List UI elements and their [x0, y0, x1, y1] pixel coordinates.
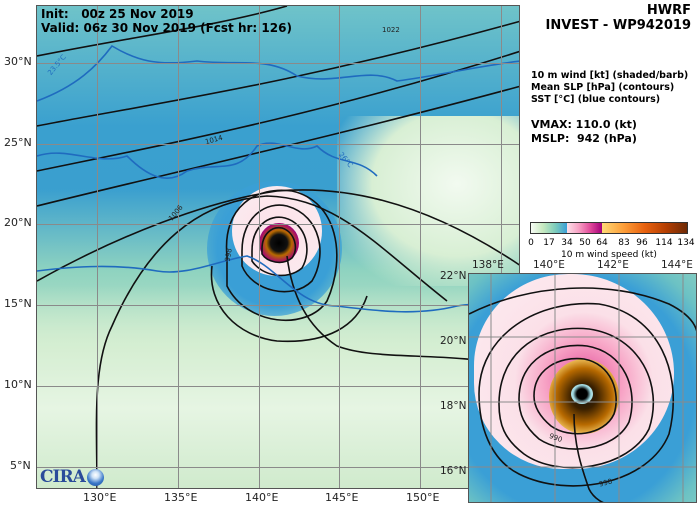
gridline-155e: [501, 6, 502, 488]
main-map: 1022 1014 1006 998 23.5°C 26°C: [36, 5, 520, 489]
colorbar-label: 10 m wind speed (kt): [561, 250, 657, 260]
inset-lat-label-22n: 22°N: [440, 270, 467, 282]
lat-label-25n: 25°N: [4, 136, 32, 149]
cira-logo-text: CIRA: [40, 467, 86, 487]
inset-slp-contours: [469, 274, 696, 502]
lat-label-30n: 30°N: [4, 55, 32, 68]
lat-label-10n: 10°N: [4, 378, 32, 391]
gridline-15n: [37, 305, 519, 306]
inset-lat-label-16n: 16°N: [440, 465, 467, 477]
colorbar-tick: 64: [596, 238, 608, 248]
storm-name: INVEST - WP942019: [545, 18, 691, 33]
legend-slp: Mean SLP [hPa] (contours): [531, 82, 675, 93]
wind-colorbar: [530, 222, 688, 234]
colorbar-tick: 0: [528, 238, 534, 248]
storm-stats: VMAX: 110.0 (kt) MSLP: 942 (hPa): [531, 118, 637, 146]
lon-label-140e: 140°E: [245, 491, 279, 504]
colorbar-tick: 50: [579, 238, 591, 248]
inset-lat-label-20n: 20°N: [440, 335, 467, 347]
inset-lon-label-142e: 142°E: [597, 259, 629, 271]
lon-label-135e: 135°E: [164, 491, 198, 504]
inset-lat-label-18n: 18°N: [440, 400, 467, 412]
slp-contours: [37, 6, 519, 488]
gridline-5n: [37, 467, 519, 468]
legend-wind: 10 m wind [kt] (shaded/barb): [531, 70, 689, 81]
inset-eye: [571, 384, 593, 404]
inset-lon-label-140e: 140°E: [533, 259, 565, 271]
colorbar-segment-hurricane: [567, 223, 602, 233]
legend-sst: SST [°C] (blue contours): [531, 94, 661, 105]
cira-logo: CIRA: [40, 467, 104, 487]
lat-label-5n: 5°N: [10, 459, 31, 472]
gridline-145e: [339, 6, 340, 488]
colorbar-tick: 114: [655, 238, 673, 248]
plot-title: HWRF INVEST - WP942019: [546, 3, 691, 33]
gridline-30n: [37, 63, 519, 64]
lon-label-145e: 145°E: [325, 491, 359, 504]
lon-label-130e: 130°E: [83, 491, 117, 504]
forecast-header: Init: 00z 25 Nov 2019 Valid: 06z 30 Nov …: [41, 7, 292, 35]
model-name: HWRF: [646, 3, 691, 18]
gridline-10n: [37, 386, 519, 387]
gridline-130e: [97, 6, 98, 488]
colorbar-segment-major: [602, 223, 687, 233]
gridline-20n: [37, 224, 519, 225]
lat-label-15n: 15°N: [4, 297, 32, 310]
inset-lon-label-144e: 144°E: [661, 259, 693, 271]
gridline-140e: [259, 6, 260, 488]
gridline-25n: [37, 144, 519, 145]
colorbar-ticks: 0 17 34 50 64 83 96 114 134: [525, 238, 695, 250]
inset-zoom-map: 990 998: [468, 273, 697, 503]
vmax-value: VMAX: 110.0 (kt): [531, 118, 637, 131]
colorbar-segment-low: [531, 223, 567, 233]
init-time: Init: 00z 25 Nov 2019: [41, 7, 194, 21]
lat-label-20n: 20°N: [4, 216, 32, 229]
colorbar-tick: 134: [677, 238, 695, 248]
colorbar-tick: 83: [618, 238, 630, 248]
globe-icon: [86, 468, 104, 486]
gridline-135e: [178, 6, 179, 488]
colorbar-tick: 17: [543, 238, 555, 248]
lon-label-150e: 150°E: [406, 491, 440, 504]
inset-lon-label-138e: 138°E: [472, 259, 504, 271]
valid-time: Valid: 06z 30 Nov 2019 (Fcst hr: 126): [41, 21, 292, 35]
contour-label-1022: 1022: [382, 26, 400, 34]
gridline-150e: [420, 6, 421, 488]
colorbar-tick: 34: [561, 238, 573, 248]
mslp-value: MSLP: 942 (hPa): [531, 132, 637, 145]
field-legend: 10 m wind [kt] (shaded/barb) Mean SLP [h…: [531, 70, 688, 106]
colorbar-tick: 96: [636, 238, 648, 248]
